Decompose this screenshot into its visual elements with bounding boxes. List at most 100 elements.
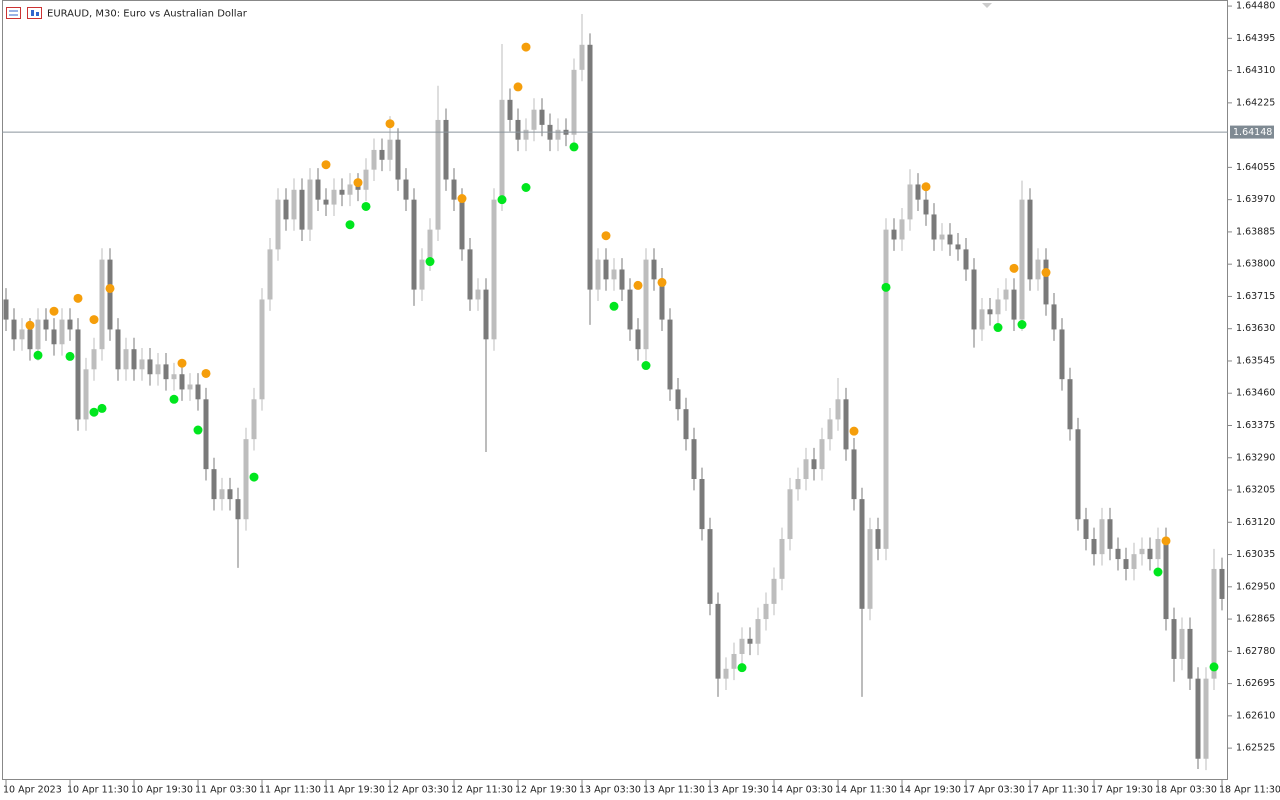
candle-body	[755, 619, 761, 644]
x-tick-label: 12 Apr 03:30	[387, 785, 449, 796]
candle-body	[387, 139, 393, 160]
shift-marker	[982, 3, 992, 8]
y-tick-label: 1.64480	[1236, 1, 1275, 12]
candle-body	[99, 259, 105, 350]
signal-dot	[497, 195, 507, 205]
candle-body	[699, 479, 705, 530]
candle-body	[835, 399, 841, 420]
candle-body	[1083, 519, 1089, 539]
title-icons	[6, 7, 42, 19]
candle-body	[627, 289, 633, 330]
candle-body	[195, 384, 201, 400]
candle-body	[1139, 548, 1145, 555]
signal-dot	[1209, 662, 1219, 672]
candle-body	[515, 119, 521, 140]
candle-body	[163, 364, 169, 380]
candle-body	[1179, 628, 1185, 659]
signal-dot	[609, 301, 619, 311]
candle-body	[819, 439, 825, 470]
candle-body	[19, 329, 25, 340]
candle-body	[299, 189, 305, 230]
candle-body	[187, 384, 193, 390]
y-tick-label: 1.62610	[1236, 710, 1275, 721]
candle-body	[883, 229, 889, 549]
candle-body	[787, 489, 793, 539]
candle-body	[731, 653, 737, 669]
x-tick-label: 13 Apr 19:30	[707, 785, 769, 796]
y-tick-label: 1.63885	[1236, 226, 1275, 237]
candle-body	[1123, 559, 1129, 569]
candle-body	[915, 184, 921, 200]
signal-dot	[737, 663, 747, 673]
candle-body	[443, 119, 449, 180]
candle-body	[707, 529, 713, 604]
candle-body	[715, 603, 721, 679]
candle-body	[67, 319, 73, 330]
candle-body	[27, 329, 33, 350]
signal-dot	[65, 351, 75, 361]
candle-body	[507, 99, 513, 120]
signal-dot	[1017, 320, 1027, 330]
candle-body	[355, 184, 361, 190]
candle-body	[379, 149, 385, 160]
candle-body	[1099, 519, 1105, 555]
candle-body	[987, 309, 993, 315]
candle-body	[499, 99, 505, 200]
candle-body	[859, 499, 865, 609]
y-tick-label: 1.64310	[1236, 65, 1275, 76]
x-tick-label: 17 Apr 11:30	[1027, 785, 1089, 796]
candle-body	[11, 319, 17, 340]
candle-body	[1203, 678, 1209, 759]
y-tick-label: 1.63205	[1236, 485, 1275, 496]
x-tick-label: 18 Apr 03:30	[1155, 785, 1217, 796]
candle-body	[875, 529, 881, 549]
signal-dot	[177, 358, 187, 368]
candle-body	[1043, 259, 1049, 305]
candle-body	[803, 459, 809, 480]
candle-body	[467, 249, 473, 300]
candle-body	[659, 279, 665, 320]
signal-dot	[193, 425, 203, 435]
candle-body	[1067, 379, 1073, 430]
y-tick-label: 1.62865	[1236, 614, 1275, 625]
candle-body	[1163, 538, 1169, 620]
candle-body	[539, 109, 545, 125]
candle-body	[667, 319, 673, 390]
candle-body	[747, 638, 753, 644]
y-tick-label: 1.64055	[1236, 162, 1275, 173]
candle-body	[3, 299, 9, 320]
signal-dot	[201, 368, 211, 378]
signal-dot	[1153, 567, 1163, 577]
candle-body	[1027, 199, 1033, 280]
candle-body	[795, 479, 801, 490]
candle-body	[435, 119, 441, 230]
candle-body	[1059, 329, 1065, 380]
candle-body	[371, 149, 377, 170]
candle-body	[459, 199, 465, 250]
candle-body	[115, 329, 121, 370]
candle-body	[427, 229, 433, 260]
signal-dot	[25, 320, 35, 330]
candle-body	[483, 289, 489, 340]
candle-body	[307, 179, 313, 230]
candle-body	[139, 359, 145, 370]
signal-dot	[657, 277, 667, 287]
candle-body	[931, 214, 937, 240]
signal-dot	[249, 472, 259, 482]
x-tick-label: 12 Apr 19:30	[515, 785, 577, 796]
signal-dot	[921, 182, 931, 192]
signal-dot	[49, 306, 59, 316]
candle-body	[59, 319, 65, 345]
x-tick-label: 17 Apr 03:30	[963, 785, 1025, 796]
signal-dot	[521, 183, 531, 193]
candle-body	[83, 369, 89, 420]
x-tick-label: 11 Apr 11:30	[259, 785, 321, 796]
y-tick-label: 1.63120	[1236, 517, 1275, 528]
signal-dot	[321, 160, 331, 170]
candle-body	[811, 459, 817, 470]
signal-dot	[105, 283, 115, 293]
signal-dot	[641, 361, 651, 371]
candle-body	[123, 349, 129, 370]
signal-dot	[513, 82, 523, 92]
